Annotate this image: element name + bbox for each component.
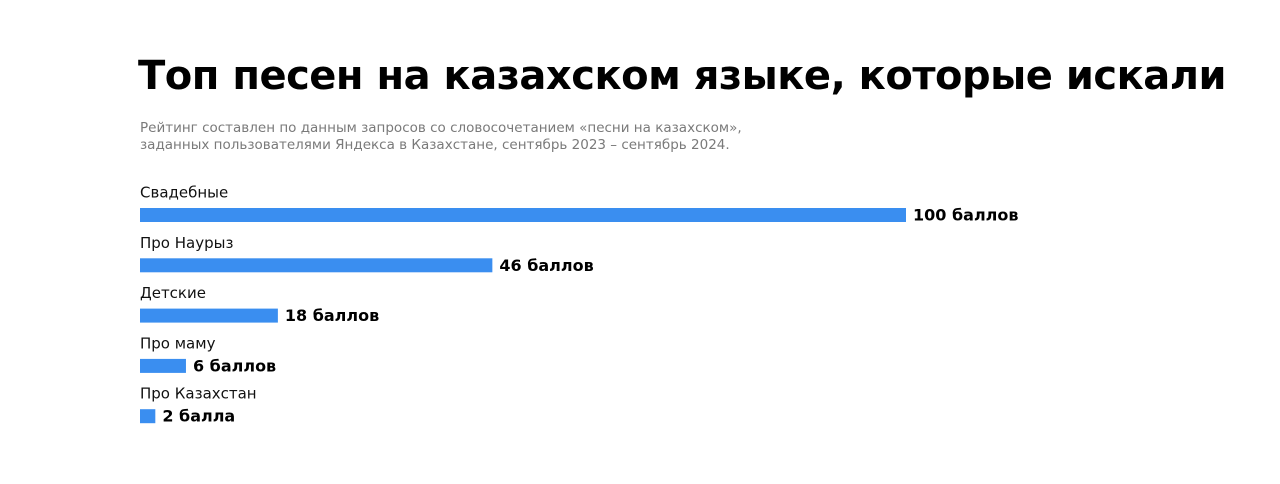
bar — [140, 409, 156, 424]
value-label: 18 баллов — [285, 306, 379, 325]
chart-title: Топ песен на казахском языке, которые ис… — [138, 53, 1226, 99]
chart-subtitle: заданных пользователями Яндекса в Казахс… — [140, 137, 730, 153]
chart-subtitle: Рейтинг составлен по данным запросов со … — [140, 120, 742, 136]
category-label: Свадебные — [140, 184, 228, 202]
bar — [140, 358, 186, 373]
value-label: 46 баллов — [499, 256, 593, 275]
category-label: Про Наурыз — [140, 234, 233, 252]
bar — [140, 208, 906, 222]
value-label: 6 баллов — [193, 356, 276, 375]
value-label: 100 баллов — [913, 206, 1019, 225]
value-label: 2 балла — [162, 407, 235, 426]
category-label: Детские — [140, 284, 206, 302]
bar — [140, 258, 493, 273]
category-label: Про маму — [140, 334, 216, 352]
bar — [140, 308, 278, 323]
category-label: Про Казахстан — [140, 385, 257, 403]
